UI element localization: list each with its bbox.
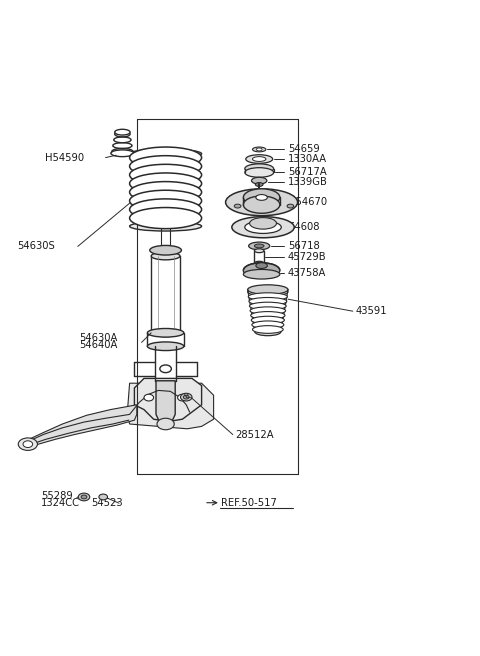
Ellipse shape bbox=[252, 325, 283, 333]
Text: 43758A: 43758A bbox=[288, 268, 326, 278]
Text: 54630S: 54630S bbox=[17, 241, 55, 251]
Ellipse shape bbox=[255, 182, 263, 186]
Ellipse shape bbox=[254, 249, 264, 253]
Ellipse shape bbox=[250, 307, 286, 315]
Text: H54590: H54590 bbox=[45, 153, 84, 163]
Ellipse shape bbox=[130, 222, 202, 231]
Ellipse shape bbox=[246, 155, 273, 163]
Polygon shape bbox=[24, 405, 137, 447]
Ellipse shape bbox=[78, 493, 90, 501]
Text: 56717A: 56717A bbox=[288, 167, 327, 176]
Ellipse shape bbox=[23, 441, 33, 447]
Ellipse shape bbox=[232, 216, 294, 237]
Ellipse shape bbox=[151, 329, 180, 337]
Ellipse shape bbox=[255, 328, 281, 336]
Ellipse shape bbox=[151, 252, 180, 260]
Ellipse shape bbox=[243, 196, 280, 213]
Text: 1324CC: 1324CC bbox=[41, 498, 80, 508]
Ellipse shape bbox=[243, 189, 280, 206]
Ellipse shape bbox=[254, 261, 264, 265]
Ellipse shape bbox=[256, 148, 262, 151]
Ellipse shape bbox=[18, 438, 37, 451]
Polygon shape bbox=[127, 383, 214, 429]
Text: REF.50-517: REF.50-517 bbox=[221, 498, 276, 508]
Polygon shape bbox=[156, 380, 175, 422]
Ellipse shape bbox=[252, 177, 267, 184]
Ellipse shape bbox=[250, 302, 286, 310]
Text: 54608: 54608 bbox=[288, 222, 320, 232]
Ellipse shape bbox=[157, 419, 174, 430]
Ellipse shape bbox=[180, 394, 192, 401]
Ellipse shape bbox=[252, 316, 284, 324]
Ellipse shape bbox=[245, 168, 274, 177]
Text: 43591: 43591 bbox=[355, 306, 387, 316]
Ellipse shape bbox=[130, 164, 202, 186]
Ellipse shape bbox=[248, 285, 288, 295]
Ellipse shape bbox=[147, 329, 184, 337]
Text: 54523: 54523 bbox=[91, 498, 123, 508]
Text: 54659: 54659 bbox=[288, 144, 320, 154]
Ellipse shape bbox=[150, 245, 181, 255]
Ellipse shape bbox=[147, 342, 184, 350]
Ellipse shape bbox=[115, 129, 130, 135]
Text: 28512A: 28512A bbox=[235, 430, 274, 440]
Ellipse shape bbox=[144, 394, 154, 401]
Text: 1339GB: 1339GB bbox=[288, 177, 328, 187]
Ellipse shape bbox=[256, 262, 267, 268]
Ellipse shape bbox=[245, 221, 281, 234]
Ellipse shape bbox=[287, 204, 294, 208]
Polygon shape bbox=[134, 379, 202, 422]
Ellipse shape bbox=[248, 293, 288, 300]
Ellipse shape bbox=[252, 157, 266, 161]
Ellipse shape bbox=[130, 155, 202, 177]
Ellipse shape bbox=[111, 150, 134, 157]
Ellipse shape bbox=[252, 147, 266, 152]
Ellipse shape bbox=[130, 173, 202, 194]
Ellipse shape bbox=[130, 190, 202, 211]
Ellipse shape bbox=[130, 207, 202, 229]
Text: 1330AA: 1330AA bbox=[288, 154, 327, 164]
Ellipse shape bbox=[249, 242, 270, 250]
Ellipse shape bbox=[243, 262, 280, 278]
Ellipse shape bbox=[99, 494, 108, 500]
Ellipse shape bbox=[248, 288, 288, 296]
Ellipse shape bbox=[161, 254, 170, 258]
Ellipse shape bbox=[252, 321, 284, 329]
Ellipse shape bbox=[130, 147, 202, 168]
Ellipse shape bbox=[130, 182, 202, 203]
Ellipse shape bbox=[130, 199, 202, 220]
Ellipse shape bbox=[226, 189, 298, 216]
Ellipse shape bbox=[234, 204, 241, 208]
Ellipse shape bbox=[245, 164, 274, 173]
Text: 56718: 56718 bbox=[288, 241, 320, 251]
Text: 45729B: 45729B bbox=[288, 252, 326, 262]
Ellipse shape bbox=[130, 149, 202, 159]
Ellipse shape bbox=[254, 244, 264, 248]
Ellipse shape bbox=[243, 270, 280, 279]
Ellipse shape bbox=[251, 312, 285, 319]
Ellipse shape bbox=[250, 218, 276, 229]
Text: 55289: 55289 bbox=[41, 491, 72, 501]
Ellipse shape bbox=[160, 365, 171, 373]
Ellipse shape bbox=[81, 495, 87, 499]
Ellipse shape bbox=[256, 195, 267, 200]
Text: 54640A: 54640A bbox=[79, 340, 118, 350]
Text: H54670: H54670 bbox=[288, 197, 327, 207]
Ellipse shape bbox=[178, 394, 187, 401]
Text: 54630A: 54630A bbox=[79, 333, 118, 342]
Ellipse shape bbox=[249, 297, 287, 305]
Ellipse shape bbox=[183, 395, 189, 399]
